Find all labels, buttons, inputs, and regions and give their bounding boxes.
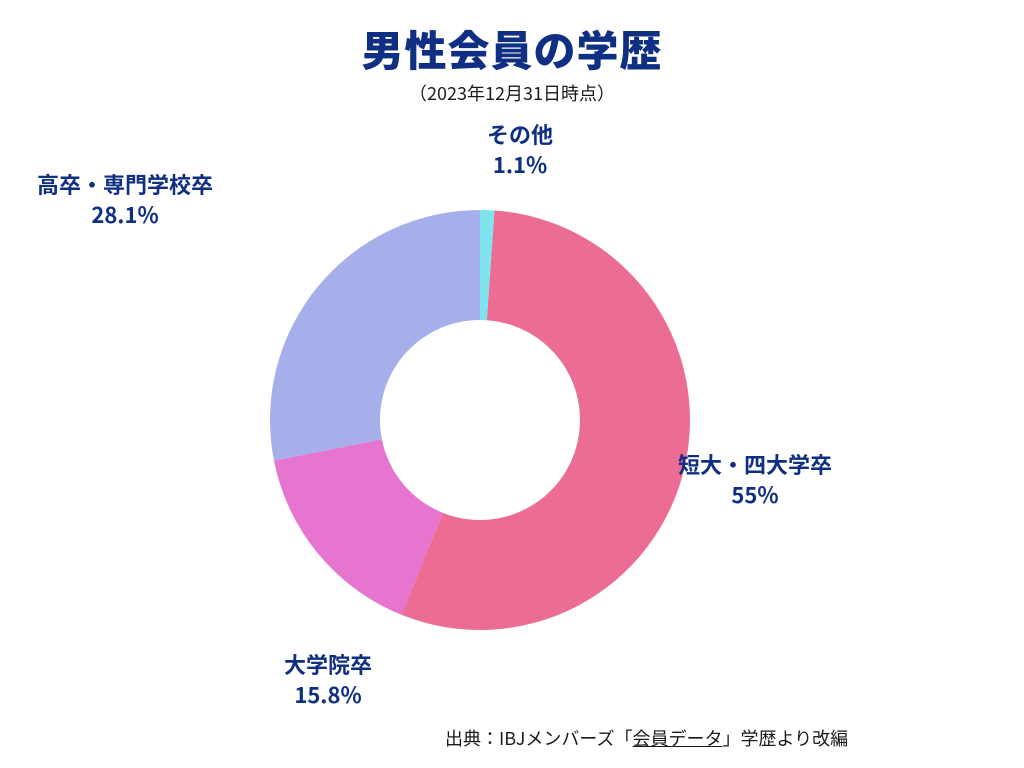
segment-label-name: 大学院卒 (284, 650, 372, 680)
segment-label: 高卒・専門学校卒28.1% (37, 170, 213, 229)
source-suffix: 」学歴より改編 (723, 725, 849, 751)
segment-label: その他1.1% (487, 120, 553, 179)
segment-label-value: 55% (678, 480, 832, 510)
segment-label: 短大・四大学卒55% (678, 450, 832, 509)
source-citation: 出典：IBJメンバーズ「会員データ」学歴より改編 (445, 725, 848, 751)
donut-chart (0, 0, 1024, 768)
source-link[interactable]: 会員データ (633, 725, 723, 751)
donut-segment (270, 210, 480, 461)
chart-container: 男性会員の学歴 （2023年12月31日時点） 出典：IBJメンバーズ「会員デー… (0, 0, 1024, 768)
segment-label-name: 短大・四大学卒 (678, 450, 832, 480)
segment-label-name: その他 (487, 120, 553, 150)
segment-label: 大学院卒15.8% (284, 650, 372, 709)
segment-label-value: 1.1% (487, 150, 553, 180)
segment-label-value: 28.1% (37, 200, 213, 230)
source-prefix: 出典：IBJメンバーズ「 (445, 725, 633, 751)
segment-label-value: 15.8% (284, 680, 372, 710)
segment-label-name: 高卒・専門学校卒 (37, 170, 213, 200)
